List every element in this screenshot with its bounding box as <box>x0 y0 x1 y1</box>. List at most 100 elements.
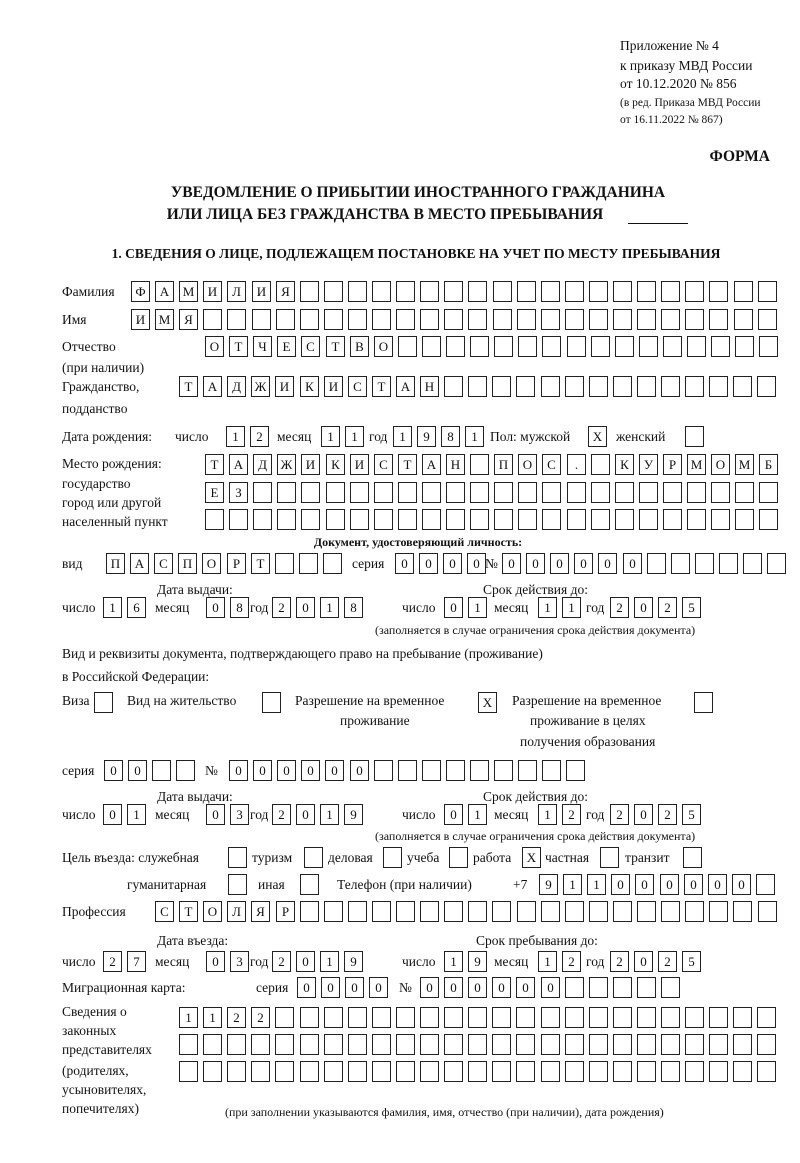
char-box[interactable]: 9 <box>417 426 436 447</box>
char-box[interactable] <box>589 1007 608 1028</box>
char-box[interactable] <box>759 482 778 503</box>
checkbox[interactable] <box>300 874 319 895</box>
char-box[interactable]: С <box>155 901 174 922</box>
char-box[interactable] <box>639 509 658 530</box>
char-box[interactable] <box>637 1034 656 1055</box>
char-box[interactable]: 0 <box>444 804 463 825</box>
char-box[interactable]: 1 <box>468 804 487 825</box>
char-box[interactable]: Н <box>420 376 439 397</box>
char-box[interactable] <box>251 1061 270 1082</box>
char-box[interactable]: Н <box>446 454 465 475</box>
char-box[interactable] <box>468 1061 487 1082</box>
char-box[interactable] <box>372 1034 391 1055</box>
char-box[interactable]: 0 <box>444 597 463 618</box>
char-box[interactable] <box>253 482 272 503</box>
char-box[interactable] <box>301 482 320 503</box>
char-box[interactable]: 1 <box>179 1007 198 1028</box>
char-box[interactable] <box>719 553 738 574</box>
char-box[interactable]: 1 <box>127 804 146 825</box>
char-box[interactable]: 1 <box>562 597 581 618</box>
char-box[interactable] <box>759 509 778 530</box>
char-box[interactable] <box>446 509 465 530</box>
char-box[interactable] <box>492 376 511 397</box>
char-box[interactable]: Т <box>179 376 198 397</box>
char-box[interactable]: И <box>350 454 369 475</box>
char-box[interactable]: Л <box>227 901 246 922</box>
char-box[interactable]: 1 <box>226 426 245 447</box>
char-box[interactable] <box>374 509 393 530</box>
char-box[interactable] <box>398 336 417 357</box>
char-box[interactable] <box>709 376 728 397</box>
char-box[interactable]: 8 <box>230 597 249 618</box>
char-box[interactable] <box>565 281 584 302</box>
char-box[interactable]: А <box>396 376 415 397</box>
char-box[interactable] <box>518 482 537 503</box>
char-box[interactable]: Т <box>179 901 198 922</box>
char-box[interactable]: 2 <box>610 951 629 972</box>
char-box[interactable]: Р <box>276 901 295 922</box>
char-box[interactable]: 2 <box>610 804 629 825</box>
char-box[interactable] <box>589 901 608 922</box>
char-box[interactable] <box>227 1034 246 1055</box>
char-box[interactable] <box>350 509 369 530</box>
char-box[interactable] <box>374 482 393 503</box>
char-box[interactable] <box>661 901 680 922</box>
char-box[interactable]: 5 <box>682 951 701 972</box>
char-box[interactable]: 0 <box>395 553 414 574</box>
char-box[interactable] <box>685 281 704 302</box>
char-box[interactable] <box>613 901 632 922</box>
char-box[interactable]: С <box>542 454 561 475</box>
char-box[interactable]: 3 <box>230 804 249 825</box>
char-box[interactable] <box>567 482 586 503</box>
char-box[interactable] <box>517 309 536 330</box>
char-box[interactable]: И <box>203 281 222 302</box>
char-box[interactable] <box>518 509 537 530</box>
char-box[interactable] <box>348 901 367 922</box>
char-box[interactable] <box>663 482 682 503</box>
char-box[interactable]: О <box>203 901 222 922</box>
checkbox[interactable]: X <box>478 692 497 713</box>
char-box[interactable]: И <box>252 281 271 302</box>
char-box[interactable] <box>396 281 415 302</box>
char-box[interactable]: 0 <box>526 553 545 574</box>
char-box[interactable] <box>516 376 535 397</box>
char-box[interactable]: 1 <box>444 951 463 972</box>
char-box[interactable] <box>685 309 704 330</box>
char-box[interactable]: 0 <box>502 553 521 574</box>
char-box[interactable]: А <box>155 281 174 302</box>
char-box[interactable]: 2 <box>562 951 581 972</box>
char-box[interactable]: 0 <box>623 553 642 574</box>
char-box[interactable]: 2 <box>658 597 677 618</box>
char-box[interactable]: Я <box>179 309 198 330</box>
char-box[interactable] <box>492 1061 511 1082</box>
char-box[interactable]: 1 <box>203 1007 222 1028</box>
char-box[interactable] <box>276 309 295 330</box>
char-box[interactable] <box>422 760 441 781</box>
char-box[interactable] <box>203 309 222 330</box>
char-box[interactable] <box>516 1061 535 1082</box>
char-box[interactable] <box>398 760 417 781</box>
char-box[interactable]: П <box>178 553 197 574</box>
char-box[interactable] <box>615 336 634 357</box>
char-box[interactable] <box>152 760 171 781</box>
char-box[interactable]: 5 <box>682 597 701 618</box>
char-box[interactable]: С <box>348 376 367 397</box>
char-box[interactable] <box>767 553 786 574</box>
char-box[interactable] <box>613 376 632 397</box>
char-box[interactable] <box>348 1034 367 1055</box>
char-box[interactable] <box>565 977 584 998</box>
char-box[interactable]: М <box>179 281 198 302</box>
char-box[interactable] <box>757 1007 776 1028</box>
char-box[interactable] <box>300 281 319 302</box>
char-box[interactable] <box>374 760 393 781</box>
checkbox[interactable] <box>685 426 704 447</box>
char-box[interactable] <box>757 1034 776 1055</box>
char-box[interactable] <box>301 509 320 530</box>
char-box[interactable] <box>227 309 246 330</box>
char-box[interactable] <box>709 1061 728 1082</box>
char-box[interactable] <box>350 482 369 503</box>
char-box[interactable] <box>516 1007 535 1028</box>
char-box[interactable] <box>591 454 610 475</box>
char-box[interactable] <box>566 760 585 781</box>
char-box[interactable] <box>422 509 441 530</box>
